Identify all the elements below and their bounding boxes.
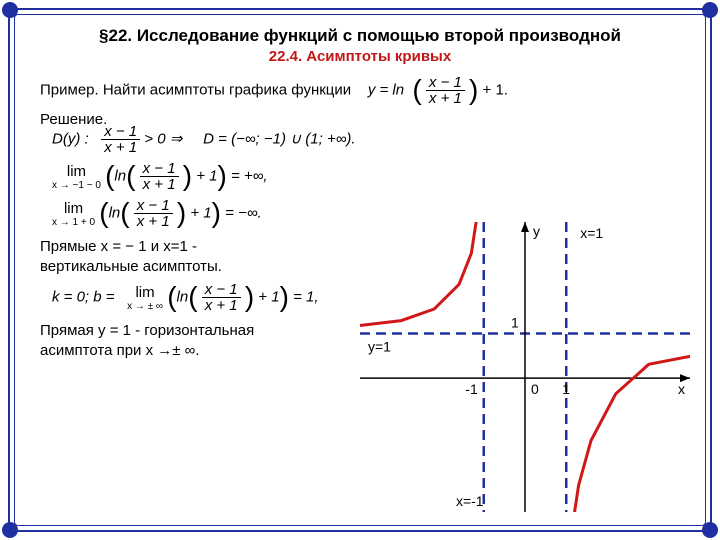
- function-graph: y x x=1 x=-1 y=1 1 -1 0 1: [360, 222, 690, 512]
- example-text: Пример. Найти асимптоты графика функции: [40, 81, 351, 98]
- svg-text:x=1: x=1: [580, 225, 603, 241]
- formula-tail: + 1.: [483, 81, 508, 98]
- svg-text:-1: -1: [465, 381, 478, 397]
- svg-text:1: 1: [562, 381, 570, 397]
- svg-text:x: x: [678, 381, 685, 397]
- svg-text:1: 1: [511, 315, 519, 331]
- frac-num: x − 1: [426, 75, 465, 91]
- horiz-asym-text: Прямая y = 1 - горизонтальная асимптота …: [40, 321, 372, 360]
- svg-text:x=-1: x=-1: [456, 493, 484, 509]
- vert-asym-text: Прямые x = − 1 и x=1 - вертикальные асим…: [40, 237, 372, 276]
- domain-cond: > 0 ⇒: [144, 130, 182, 147]
- svg-text:y: y: [533, 223, 540, 239]
- domain-result: D = (−∞; −1) ∪ (1; +∞).: [203, 130, 355, 147]
- limit-1: limx → −1 − 0 (ln( x − 1x + 1 ) + 1) = +…: [52, 161, 372, 192]
- limit-2: limx → 1 + 0 (ln( x − 1x + 1 ) + 1) = −∞…: [52, 198, 372, 229]
- svg-text:y=1: y=1: [368, 339, 391, 355]
- example-line: Пример. Найти асимптоты графика функции …: [40, 75, 698, 106]
- kb-formula: k = 0; b = limx → ± ∞ (ln( x − 1x + 1 ) …: [52, 282, 372, 313]
- page-subtitle: 22.4. Асимптоты кривых: [22, 48, 698, 65]
- domain-formula: D(y) : x − 1x + 1 > 0 ⇒ D = (−∞; −1) ∪ (…: [52, 124, 372, 155]
- page-title: §22. Исследование функций с помощью втор…: [32, 26, 688, 46]
- svg-text:0: 0: [531, 381, 539, 397]
- domain-lhs: D(y) :: [52, 130, 89, 147]
- frac-den: x + 1: [426, 91, 465, 106]
